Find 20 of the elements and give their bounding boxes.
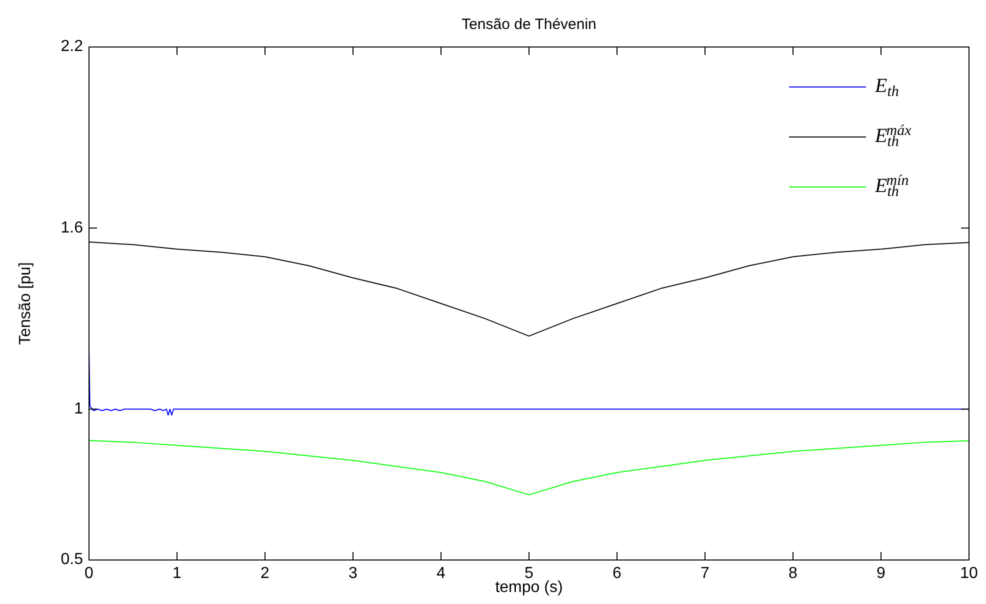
x-tick-label: 10 [960, 565, 978, 582]
x-axis-title: tempo (s) [495, 579, 563, 596]
y-tick-label: 2.2 [60, 38, 84, 56]
x-tick-label: 6 [612, 565, 622, 582]
x-tick-label: 7 [700, 565, 710, 582]
x-tick-label: 8 [788, 565, 798, 582]
x-tick-label: 9 [876, 565, 886, 582]
x-tick-label: 5 [524, 565, 534, 582]
y-tick-label: 1 [74, 400, 84, 418]
x-tick-label: 4 [436, 565, 446, 582]
chart-title: Tensão de Thévenin [462, 16, 596, 33]
y-axis-title: Tensão [pu] [17, 262, 34, 345]
legend-label: E$_{th}$ [874, 74, 899, 100]
x-tick-label: 2 [260, 565, 270, 582]
line-series [88, 440, 970, 496]
x-tick-label: 1 [172, 565, 182, 582]
x-tick-label: 3 [348, 565, 358, 582]
x-tick-label: 0 [84, 565, 94, 582]
y-tick-label: 0.5 [60, 551, 84, 568]
y-tick-label: 1.6 [60, 219, 84, 236]
